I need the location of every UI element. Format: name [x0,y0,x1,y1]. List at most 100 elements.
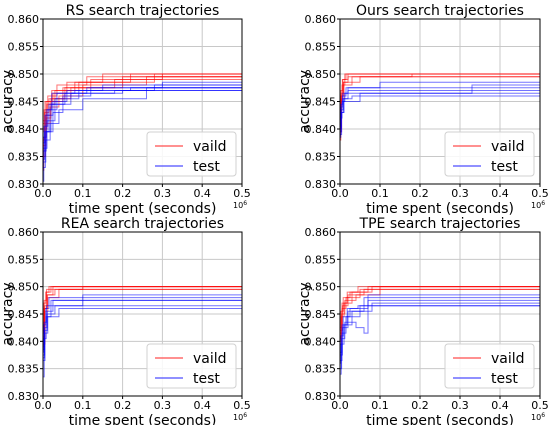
series-line-test [340,294,540,364]
legend-box [444,343,535,389]
y-tick-label: 0.855 [8,253,40,266]
series-lines [43,73,242,182]
y-tick-label: 0.850 [8,281,40,294]
y-tick-label: 0.840 [8,123,40,136]
x-axis-label: time spent (seconds) [366,413,514,425]
chart-panel-2: 0.830 0.835 0.840 0.845 0.850 0.855 0.860 0.0 0.… [297,3,549,217]
chart-title: RS search trajectories [66,3,220,19]
series-line-vaild [340,288,540,331]
chart-panel-1: 0.830 0.835 0.840 0.845 0.850 0.855 0.860 0.0 0.… [0,3,251,217]
x-tick-label: 0.1 [371,399,389,412]
y-tick-label: 0.830 [8,390,40,403]
y-tick-label: 0.845 [8,308,40,321]
y-tick-label: 0.830 [305,390,337,403]
x-tick-label: 0.3 [451,187,469,200]
series-line-vaild [43,286,242,334]
x-axis-label: time spent (seconds) [366,201,514,217]
x-tick-label: 0.0 [34,187,52,200]
series-line-vaild [43,286,242,338]
x-tick-label: 0.4 [193,187,211,200]
series-line-test [340,81,540,127]
y-tick-label: 0.855 [305,253,337,266]
y-tick-label: 0.840 [305,123,337,136]
legend-label-test: test [491,159,518,175]
x-tick-label: 0.5 [531,187,549,200]
y-tick-label: 0.855 [8,41,40,54]
series-line-vaild [340,286,540,329]
x-axis-multiplier-exponent: 6 [243,412,247,419]
chart-panel-4: 0.830 0.835 0.840 0.845 0.850 0.855 0.860 0.0 0.… [297,216,549,425]
x-tick-label: 0.4 [193,399,211,412]
y-tick-label: 0.860 [305,13,337,26]
legend-label-test: test [193,371,220,387]
y-tick-label: 0.835 [8,151,40,164]
x-tick-label: 0.1 [74,187,92,200]
x-tick-label: 0.4 [491,187,509,200]
x-tick-label: 0.2 [114,399,132,412]
y-tick-label: 0.855 [305,41,337,54]
x-axis-label: time spent (seconds) [69,201,217,217]
series-line-test [340,305,540,353]
x-tick-label: 0.5 [531,399,549,412]
x-tick-label: 0.1 [371,187,389,200]
y-tick-label: 0.840 [305,335,337,348]
x-tick-label: 0.2 [411,187,429,200]
x-axis-multiplier: 106 [531,200,545,210]
legend-box [444,131,535,177]
series-lines [340,73,540,141]
series-line-test [340,87,540,122]
chart-title: Ours search trajectories [356,3,524,19]
x-axis-multiplier: 106 [531,412,545,422]
x-axis-multiplier: 106 [233,200,247,210]
y-tick-label: 0.845 [8,96,40,109]
y-tick-label: 0.850 [305,68,337,81]
legend-label-vaild: vaild [491,139,525,155]
legend: vaild test [146,131,237,177]
x-tick-label: 0.2 [411,399,429,412]
legend: vaild test [444,131,535,177]
y-tick-label: 0.845 [305,96,337,109]
series-line-vaild [43,286,242,348]
y-tick-label: 0.860 [305,226,337,239]
y-axis-label: accuracy [297,70,313,133]
x-axis-multiplier-exponent: 6 [243,200,247,207]
x-tick-label: 0.5 [233,187,251,200]
x-axis-multiplier-base: 10 [233,413,243,422]
y-tick-label: 0.830 [8,178,40,191]
series-line-vaild [340,73,540,141]
x-axis-multiplier-base: 10 [531,201,541,210]
legend-label-vaild: vaild [193,351,227,367]
legend-label-test: test [193,159,220,175]
y-axis-label: accuracy [0,70,16,133]
x-tick-label: 0.3 [451,399,469,412]
y-tick-label: 0.835 [8,363,40,376]
y-tick-label: 0.860 [8,13,40,26]
series-line-test [43,90,242,163]
series-line-test [43,299,242,356]
x-tick-label: 0.1 [74,399,92,412]
series-line-test [43,84,242,138]
y-axis-label: accuracy [297,282,313,345]
x-tick-label: 0.5 [233,399,251,412]
series-line-vaild [43,73,242,122]
y-tick-label: 0.840 [8,335,40,348]
series-line-test [340,92,540,133]
x-tick-label: 0.2 [114,187,132,200]
x-tick-label: 0.0 [34,399,52,412]
series-line-vaild [340,286,540,340]
series-line-vaild [340,73,540,122]
x-tick-label: 0.0 [331,187,349,200]
y-tick-label: 0.850 [8,68,40,81]
y-tick-label: 0.860 [8,226,40,239]
series-lines [340,286,540,375]
legend: vaild test [444,343,535,389]
y-tick-label: 0.835 [305,363,337,376]
chart-title: REA search trajectories [61,216,224,232]
y-tick-label: 0.845 [305,308,337,321]
x-axis-multiplier-base: 10 [531,413,541,422]
chart-title: TPE search trajectories [359,216,521,232]
x-tick-label: 0.4 [491,399,509,412]
x-axis-multiplier-exponent: 6 [541,200,545,207]
x-tick-label: 0.0 [331,399,349,412]
